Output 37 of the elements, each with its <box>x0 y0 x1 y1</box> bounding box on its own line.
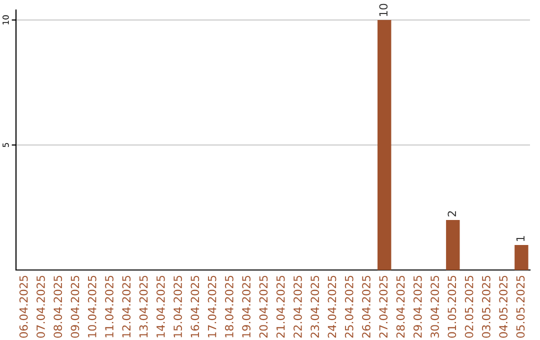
x-tick-label: 06.04.2025 <box>19 276 28 338</box>
x-tick-label: 25.04.2025 <box>344 276 354 338</box>
x-tick-label: 15.04.2025 <box>174 276 182 338</box>
x-tick-label: 03.05.2025 <box>482 276 490 338</box>
x-tick-label: 08.04.2025 <box>54 276 62 338</box>
x-tick-label: 20.04.2025 <box>259 276 268 338</box>
x-tick-label: 07.04.2025 <box>36 276 45 338</box>
x-tick-label: 24.04.2025 <box>328 276 336 338</box>
x-tick-label: 12.04.2025 <box>122 276 131 338</box>
x-tick-label: 23.04.2025 <box>310 276 320 338</box>
x-tick-label: 02.05.2025 <box>464 276 474 338</box>
x-tick-label: 05.05.2025 <box>516 276 525 338</box>
bar <box>446 220 460 270</box>
x-tick-label: 30.04.2025 <box>430 276 439 338</box>
x-tick-label: 13.04.2025 <box>139 276 148 338</box>
x-tick-label: 26.04.2025 <box>362 276 370 338</box>
x-tick-label: 19.04.2025 <box>242 276 251 338</box>
data-label: 2 <box>448 211 456 216</box>
bar <box>514 245 528 270</box>
x-tick-label: 17.04.2025 <box>208 276 216 338</box>
x-tick-label: 27.04.2025 <box>379 276 388 338</box>
x-tick-label: 01.05.2025 <box>448 276 456 338</box>
x-tick-label: 16.04.2025 <box>190 276 200 338</box>
x-tick-label: 04.05.2025 <box>499 276 508 338</box>
y-tick-label: 5 <box>2 143 9 148</box>
x-tick-label: 28.04.2025 <box>396 276 405 338</box>
x-tick-label: 09.04.2025 <box>70 276 80 338</box>
x-tick-label: 29.04.2025 <box>413 276 422 338</box>
data-label: 10 <box>379 4 388 16</box>
x-tick-label: 10.04.2025 <box>88 276 96 338</box>
x-tick-label: 14.04.2025 <box>156 276 165 338</box>
x-tick-label: 18.04.2025 <box>224 276 234 338</box>
x-tick-label: 22.04.2025 <box>294 276 302 338</box>
x-tick-label: 21.04.2025 <box>276 276 285 338</box>
x-tick-label: 11.04.2025 <box>105 276 114 338</box>
bar <box>378 20 392 270</box>
data-label: 1 <box>516 236 524 241</box>
